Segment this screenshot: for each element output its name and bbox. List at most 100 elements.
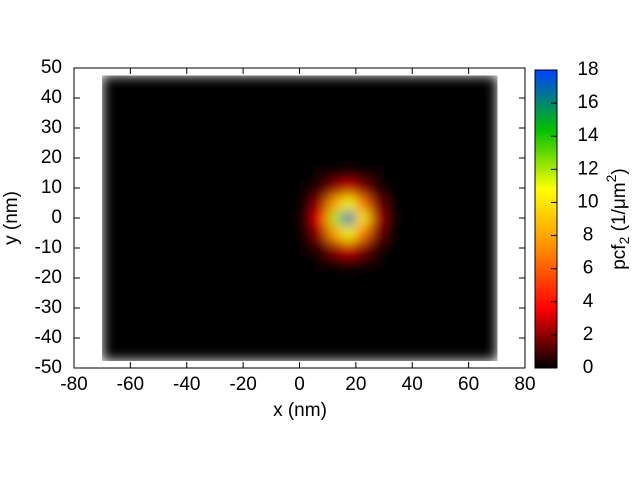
heat-cell [200,285,216,301]
heat-cell [482,240,498,256]
heat-cell [384,240,399,256]
heat-cell [482,255,498,271]
heat-cell [229,345,244,361]
heat-cell [172,180,188,196]
heat-cell [327,75,343,91]
heat-cell [214,90,230,106]
heat-cell [214,225,230,241]
heat-cell [186,195,202,211]
heat-cell [313,300,329,316]
heat-cell [172,150,188,166]
heat-cell [426,285,441,301]
heat-cell [229,300,244,316]
heat-cell [327,210,343,226]
heat-cell [214,150,230,166]
heat-cell [200,165,216,181]
heat-cell [398,165,413,181]
heat-cell [327,165,343,181]
heat-cell [313,195,329,211]
heat-cell [482,285,498,301]
heat-cell [102,180,117,196]
heat-cell [158,135,174,151]
heat-cell [102,120,117,136]
heat-cell [158,345,174,361]
heat-cell [186,285,202,301]
y-tick-label: 50 [41,57,62,78]
heat-cell [144,165,160,181]
heat-cell [200,90,216,106]
heat-cell [200,300,216,316]
heat-cell [482,90,498,106]
heat-cell [271,255,286,271]
heat-cell [158,180,174,196]
heat-cell [214,135,230,151]
heat-cell [186,90,202,106]
colorbar-tick-label: 12 [577,158,598,179]
heat-cell [426,330,441,346]
heat-cell [271,90,286,106]
heat-cell [158,90,174,106]
x-tick-label: 80 [514,374,535,395]
heat-cell [285,315,300,331]
heat-cell [285,165,300,181]
heat-cell [412,315,427,331]
heat-cell [257,315,272,331]
heat-cell [144,285,160,301]
heat-cell [398,180,413,196]
heat-cell [426,315,441,331]
heat-cell [313,345,329,361]
x-tick-label: 60 [458,374,479,395]
heat-cell [271,135,286,151]
heat-cell [398,240,413,256]
heat-cell [299,225,315,241]
heat-cell [172,120,188,136]
heat-cell [327,105,343,121]
heat-cell [158,255,174,271]
heat-cell [341,180,357,196]
heat-cell [412,330,427,346]
heat-cell [172,105,188,121]
heat-cell [158,240,174,256]
heat-cell [200,210,216,226]
heat-cell [468,300,484,316]
heat-cell [327,270,343,286]
heat-cell [257,135,272,151]
heat-cell [102,75,117,91]
colorbar-label: pcf2 (1/μm2) [603,168,632,270]
heat-cell [271,270,286,286]
heat-cell [285,285,300,301]
heat-cell [200,120,216,136]
heat-cell [341,210,357,226]
heat-cell [426,150,441,166]
heat-cell [229,90,244,106]
heat-cell [426,345,441,361]
heat-cell [299,255,315,271]
heat-cell [440,105,456,121]
heat-cell [454,210,470,226]
heat-cell [355,315,371,331]
heat-cell [102,210,117,226]
heat-cell [257,270,272,286]
heat-cell [454,225,470,241]
heat-cell [313,210,329,226]
heat-cell [172,330,188,346]
heat-cell [369,255,385,271]
heat-cell [468,270,484,286]
heat-cell [454,105,470,121]
heat-cell [440,75,456,91]
heat-cell [327,180,343,196]
heat-cell [102,285,117,301]
heat-cell [398,270,413,286]
heat-cell [214,240,230,256]
heat-cell [130,90,145,106]
heat-cell [440,180,456,196]
heat-cell [369,330,385,346]
heat-cell [398,210,413,226]
heat-cell [299,210,315,226]
heat-cell [116,240,131,256]
heat-cell [341,150,357,166]
heat-cell [243,270,258,286]
heat-cell [257,120,272,136]
heat-cell [384,90,399,106]
heat-cell [116,165,131,181]
